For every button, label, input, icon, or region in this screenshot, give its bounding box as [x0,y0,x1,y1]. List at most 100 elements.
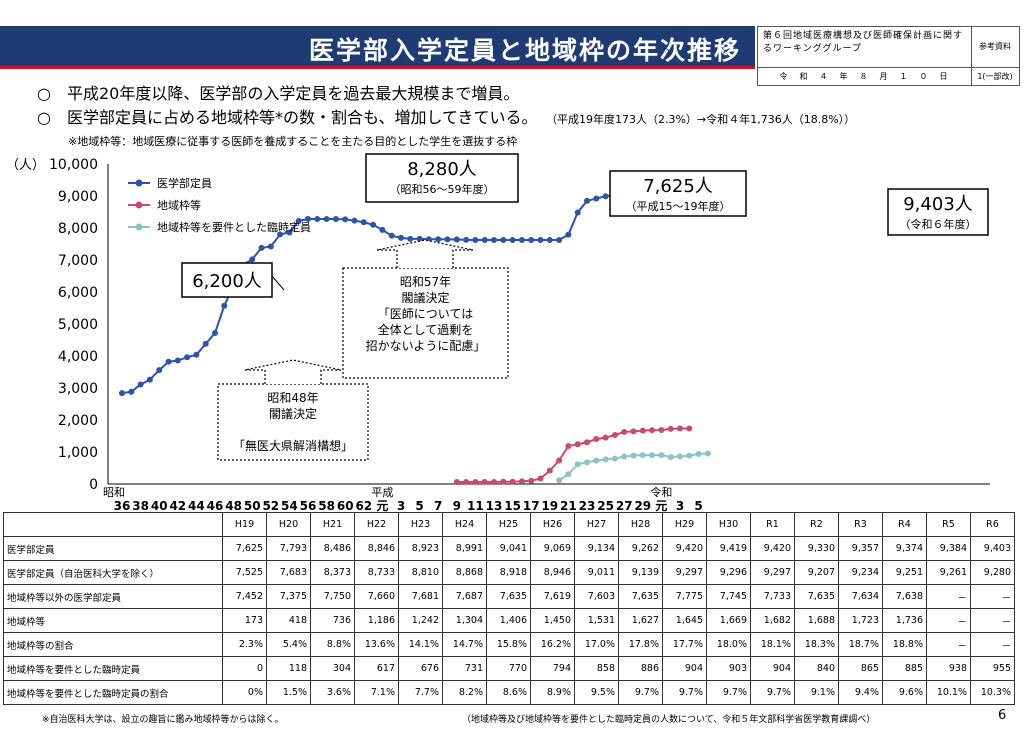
table-column-header: H20 [266,512,311,537]
table-cell: 7,687 [442,584,487,609]
table-cell: 18.3% [794,632,839,657]
data-point [649,452,656,459]
table-cell: 7,625 [222,536,267,561]
y-tick-label: 4,000 [58,349,98,365]
table-cell: 9,374 [882,536,927,561]
data-point [491,237,497,243]
x-tick-label: 62 [355,499,372,512]
x-tick-label: 54 [281,499,298,512]
table-cell: 8,946 [530,560,575,585]
table-cell: 7,638 [882,584,927,609]
table-cell: 14.1% [398,632,443,657]
data-point [593,436,600,443]
table-cell: － [926,608,971,633]
table-cell: 304 [310,656,355,681]
table-cell: 770 [486,656,531,681]
table-row: 医学部定員 7,625 7,793 8,486 8,846 8,923 8,991 9,041… [3,536,1015,561]
table-cell: 1.5% [266,680,311,705]
table-row: 地域枠等以外の医学部定員 7,452 7,375 7,750 7,660 7,681 7,6… [3,584,1015,609]
x-tick-label: 23 [579,499,596,512]
era-label: 令和 [650,485,672,499]
data-point [518,237,525,243]
data-point [258,244,265,251]
x-tick-label: 元 [376,499,388,512]
table-column-header: H22 [354,512,399,537]
table-cell: 14.7% [442,632,487,657]
reference-title: 第６回地域医療構想及び医師確保計画に関するワーキンググループ [763,31,964,54]
enrollment-chart: （人） 0 1,000 2,000 3,000 4,000 5,000 6,000 7,000 8… [6,153,990,512]
x-tick-label: 元 [655,499,667,512]
data-point [528,477,535,484]
table-cell: 9.4% [838,680,883,705]
callout-box [181,262,273,298]
table-cell: 15.8% [486,632,531,657]
data-point [137,381,144,388]
data-point [509,478,516,485]
table-cell: 1,682 [750,608,795,633]
table-cell: 1,723 [838,608,883,633]
table-row: 地域枠等の割合 2.3% 5.4% 8.8% 13.6% 14.1% 14.7% 15.8% 1… [3,632,1015,657]
table-cell: － [926,632,971,657]
table-cell: 9,357 [838,536,883,561]
table-cell: 8,733 [354,560,399,585]
table-cell: 7,635 [618,584,663,609]
x-tick-label: 21 [560,499,577,512]
data-point [342,216,349,223]
table-cell: 9,139 [618,560,663,585]
bullet-marker: ○ [37,84,51,103]
decision-text: 閣議決定 [269,406,317,421]
table-cell: 7,775 [662,584,707,609]
y-tick-label: 5,000 [58,317,98,333]
callout-period: （昭和56〜59年度） [390,182,495,196]
data-point [184,354,191,361]
callout-pointer [271,275,285,291]
table-cell: 2.3% [222,632,267,657]
table-cell: 18.0% [706,632,751,657]
footnote-left: ※自治医科大学は、設立の趣旨に鑑み地域枠等からは除く。 [42,715,284,725]
table-cell: 617 [354,656,399,681]
data-point [602,434,609,441]
reference-tag-number: 1(一部改) [971,67,1019,86]
y-tick-label: 9,000 [58,189,98,205]
table-cell: 736 [310,608,355,633]
data-point [509,237,516,243]
table-cell: 904 [750,656,795,681]
data-point [472,478,479,485]
reference-tag: 参考資料 1(一部改) [971,26,1020,86]
data-point [658,452,665,459]
data-point [332,216,339,223]
table-row: 地域枠等を要件とした臨時定員の割合 0% 1.5% 3.6% 7.1% 7.7% 8.2% 8… [3,680,1015,705]
table-cell: 8.9% [530,680,575,705]
legend-label: 地域枠等 [157,198,201,212]
data-point [277,231,284,238]
decision-text: 昭和57年 [400,275,451,289]
era-label: 昭和 [103,486,125,499]
table-row-label: 地域枠等 [3,608,223,633]
table-cell: 8,868 [442,560,487,585]
data-point [305,216,311,223]
x-tick-label: 42 [169,499,186,512]
data-point [221,302,228,309]
data-point [156,367,163,374]
table-column-header: H21 [310,512,355,537]
data-point [658,426,665,433]
reference-tag-label: 参考資料 [979,42,1011,51]
data-point [704,450,711,457]
reference-box: 第６回地域医療構想及び医師確保計画に関するワーキンググループ 令 和 ４ 年 ８… [757,26,972,86]
table-cell: 904 [662,656,707,681]
data-point [574,209,581,216]
table-cell: 9,420 [662,536,707,561]
data-point [379,226,386,233]
table-cell: 9,041 [486,536,531,561]
table-cell: 1,669 [706,608,751,633]
table-column-header: H24 [442,512,487,537]
table-cell: 7.7% [398,680,443,705]
table-column-header: R3 [838,512,883,537]
table-cell: 10.1% [926,680,971,705]
table-cell: 1,242 [398,608,443,633]
table-cell: 1,645 [662,608,707,633]
table-cell: 676 [398,656,443,681]
page-title: 医学部入学定員と地域枠の年次推移 [308,36,741,65]
data-point [677,425,683,432]
legend-label: 地域枠等を要件とした臨時定員 [157,220,311,234]
